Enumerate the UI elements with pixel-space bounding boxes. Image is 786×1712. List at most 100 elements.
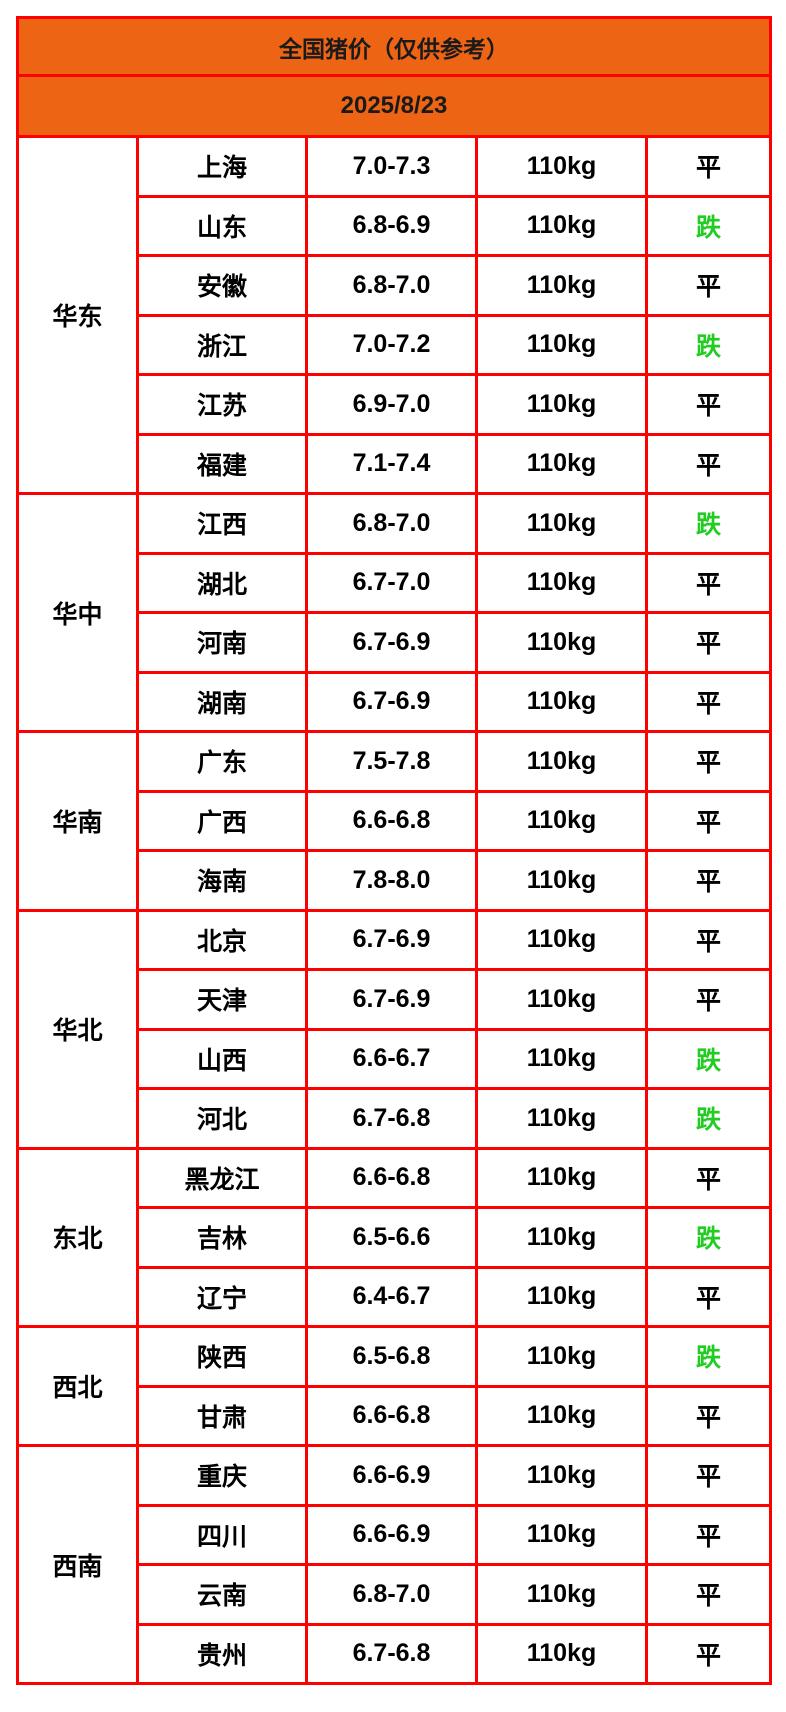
weight-cell: 110kg [475,551,648,614]
province-cell: 上海 [136,135,308,198]
table-row: 东北 黑龙江 6.6-6.8 110kg 平 [16,1146,773,1328]
table-row: 四川 6.6-6.9 110kg 平 [18,1503,773,1566]
table-row: 华中 江西 6.8-7.0 110kg 跌 [16,492,773,733]
price-cell: 6.6-6.7 [305,1027,478,1090]
weight-cell: 110kg [475,1503,648,1566]
province-cell: 陕西 [136,1325,308,1388]
weight-cell: 110kg [475,254,648,317]
weight-cell: 110kg [475,1325,648,1388]
weight-cell: 110kg [475,492,648,555]
trend-cell: 跌 [644,194,773,257]
province-cell: 山西 [136,1027,308,1090]
weight-cell: 110kg [475,1563,648,1626]
weight-cell: 110kg [475,1622,648,1685]
trend-cell: 平 [644,1384,773,1447]
province-cell: 安徽 [136,254,308,317]
weight-cell: 110kg [475,1146,648,1209]
trend-cell: 平 [644,551,773,614]
table-row: 贵州 6.7-6.8 110kg 平 [18,1622,773,1685]
table-row: 湖南 6.7-6.9 110kg 平 [18,670,773,733]
trend-cell: 平 [644,789,773,852]
trend-cell: 跌 [644,492,773,555]
table-row: 广西 6.6-6.8 110kg 平 [18,789,773,852]
weight-cell: 110kg [475,670,648,733]
table-row: 河北 6.7-6.8 110kg 跌 [18,1087,773,1150]
province-cell: 重庆 [136,1444,308,1507]
province-cell: 山东 [136,194,308,257]
province-cell: 北京 [136,908,308,971]
region-cell: 西北 [16,1325,139,1447]
price-cell: 6.7-6.9 [305,908,478,971]
trend-cell: 平 [644,730,773,793]
region-cell: 华南 [16,730,139,912]
trend-cell: 平 [644,670,773,733]
weight-cell: 110kg [475,968,648,1031]
trend-cell: 平 [644,373,773,436]
table-row: 云南 6.8-7.0 110kg 平 [18,1563,773,1626]
trend-cell: 平 [644,1563,773,1626]
trend-cell: 平 [644,432,773,495]
trend-cell: 跌 [644,1206,773,1269]
region-cell: 华北 [16,908,139,1150]
table-row: 吉林 6.5-6.6 110kg 跌 [18,1206,773,1269]
province-cell: 湖北 [136,551,308,614]
table-row: 西南 重庆 6.6-6.9 110kg 平 [16,1444,773,1685]
province-cell: 黑龙江 [136,1146,308,1209]
price-cell: 7.5-7.8 [305,730,478,793]
weight-cell: 110kg [475,1027,648,1090]
region-cell: 华中 [16,492,139,733]
province-cell: 吉林 [136,1206,308,1269]
price-cell: 6.8-7.0 [305,254,478,317]
weight-cell: 110kg [475,1206,648,1269]
price-cell: 6.6-6.9 [305,1444,478,1507]
province-cell: 江西 [136,492,308,555]
price-cell: 6.4-6.7 [305,1265,478,1328]
weight-cell: 110kg [475,373,648,436]
trend-cell: 平 [644,968,773,1031]
weight-cell: 110kg [475,730,648,793]
table-row: 福建 7.1-7.4 110kg 平 [18,432,773,495]
weight-cell: 110kg [475,135,648,198]
trend-cell: 平 [644,908,773,971]
price-cell: 6.7-6.9 [305,670,478,733]
province-cell: 福建 [136,432,308,495]
province-cell: 江苏 [136,373,308,436]
table-row: 河南 6.7-6.9 110kg 平 [18,611,773,674]
trend-cell: 平 [644,849,773,912]
price-cell: 7.1-7.4 [305,432,478,495]
weight-cell: 110kg [475,1087,648,1150]
table-row: 天津 6.7-6.9 110kg 平 [18,968,773,1031]
province-cell: 浙江 [136,313,308,376]
price-cell: 6.8-7.0 [305,1563,478,1626]
price-cell: 6.6-6.8 [305,789,478,852]
trend-cell: 平 [644,1146,773,1209]
table-row: 浙江 7.0-7.2 110kg 跌 [18,313,773,376]
table-row: 华东 上海 7.0-7.3 110kg 平 [16,135,773,495]
price-cell: 6.7-6.8 [305,1622,478,1685]
trend-cell: 平 [644,1622,773,1685]
weight-cell: 110kg [475,1384,648,1447]
table-row: 江苏 6.9-7.0 110kg 平 [18,373,773,436]
price-cell: 7.8-8.0 [305,849,478,912]
table-row: 山西 6.6-6.7 110kg 跌 [18,1027,773,1090]
table-row: 海南 7.8-8.0 110kg 平 [18,849,773,912]
price-cell: 6.9-7.0 [305,373,478,436]
province-cell: 湖南 [136,670,308,733]
trend-cell: 平 [644,1503,773,1566]
trend-cell: 跌 [644,1027,773,1090]
weight-cell: 110kg [475,194,648,257]
weight-cell: 110kg [475,1265,648,1328]
table-row: 华北 北京 6.7-6.9 110kg 平 [16,908,773,1150]
price-cell: 6.6-6.8 [305,1146,478,1209]
province-cell: 广东 [136,730,308,793]
table-row: 湖北 6.7-7.0 110kg 平 [18,551,773,614]
trend-cell: 平 [644,254,773,317]
region-cell: 东北 [16,1146,139,1328]
price-cell: 6.7-7.0 [305,551,478,614]
price-cell: 6.7-6.9 [305,611,478,674]
table-row: 甘肃 6.6-6.8 110kg 平 [18,1384,773,1447]
price-cell: 6.5-6.8 [305,1325,478,1388]
weight-cell: 110kg [475,849,648,912]
pig-price-table: 全国猪价（仅供参考） 2025/8/23 华东 上海 7.0-7.3 110kg 平山东… [15,16,773,1685]
table-row: 山东 6.8-6.9 110kg 跌 [18,194,773,257]
